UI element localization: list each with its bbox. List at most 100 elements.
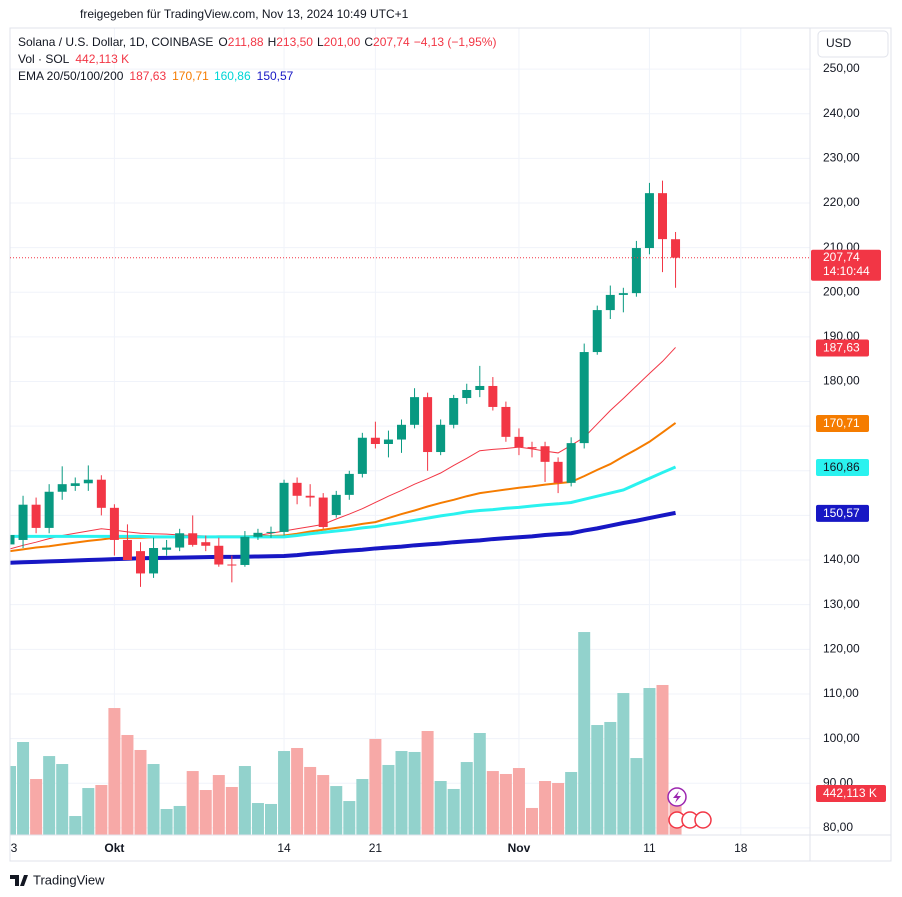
ema-name: EMA 20/50/100/200: [18, 69, 124, 83]
volume-bar: [421, 731, 434, 835]
ema-price-label: 187,63: [823, 341, 860, 355]
candle-body: [618, 293, 628, 295]
candle-body: [566, 443, 576, 483]
ema-price-tag: [816, 414, 869, 432]
candle-body: [527, 447, 537, 449]
candle-body: [240, 536, 250, 565]
flag-icon[interactable]: [694, 811, 712, 829]
volume-bar: [460, 762, 473, 835]
candle-body: [344, 473, 354, 495]
candle-body: [266, 531, 276, 533]
brand: TradingView: [33, 872, 105, 887]
y-tick-label: 130,00: [823, 597, 860, 611]
candle-body: [122, 539, 132, 561]
volume-bar: [643, 688, 656, 835]
candle-body: [410, 397, 420, 425]
candle-body: [44, 491, 54, 528]
volume-legend: Vol · SOL 442,113 K: [18, 52, 129, 66]
header-line: Solana / U.S. Dollar, 1D, COINBASE O211,8…: [18, 35, 496, 49]
ohlc-key: O: [218, 35, 227, 49]
volume-bar: [317, 775, 330, 835]
last-price-tag: [811, 249, 881, 281]
volume-bar: [56, 764, 69, 835]
volume-bar: [225, 786, 238, 835]
candle-body: [253, 532, 263, 537]
volume-bar: [251, 803, 264, 835]
volume-bar: [486, 771, 499, 835]
volume-bar: [108, 708, 121, 835]
volume-bar: [304, 766, 317, 835]
candle-body: [227, 564, 237, 566]
ema-legend: EMA 20/50/100/200 187,63 170,71 160,86 150,5…: [18, 69, 294, 83]
y-tick-label: 230,00: [823, 151, 860, 165]
ema-price-tag: [816, 339, 869, 357]
volume-bar: [630, 758, 643, 835]
x-tick-label: Okt: [104, 841, 124, 855]
y-tick-label: 110,00: [823, 686, 859, 700]
volume-bar: [434, 781, 447, 835]
volume-bar: [10, 766, 16, 835]
countdown: 14:10:44: [823, 264, 870, 278]
candle-body: [96, 479, 106, 508]
volume-bar: [656, 684, 669, 835]
candle-body: [488, 385, 498, 407]
candle-body: [540, 446, 550, 462]
ohlc-value: 213,50: [276, 35, 313, 49]
volume-bar: [552, 783, 565, 835]
logo-mark: [10, 875, 28, 886]
y-tick-label: 240,00: [823, 106, 860, 120]
candle-body: [175, 533, 185, 548]
volume-bar: [526, 807, 538, 835]
candle-body: [436, 424, 446, 453]
ohlc-key: H: [268, 35, 277, 49]
ohlc-key: L: [317, 35, 324, 49]
x-tick-label: 18: [734, 841, 748, 855]
y-tick-label: 120,00: [823, 641, 860, 655]
volume-pane: [10, 632, 682, 835]
volume-bar: [395, 751, 408, 835]
candle-body: [501, 406, 511, 437]
candle-body: [331, 494, 341, 515]
candle-body: [214, 545, 224, 565]
x-tick-label: 14: [277, 841, 291, 855]
volume-bar: [17, 742, 30, 835]
ema-line: [10, 465, 677, 539]
volume-bar: [291, 747, 304, 835]
volume-label: 442,113 K: [823, 786, 877, 800]
ema-line: [10, 510, 676, 565]
volume-bar: [356, 779, 369, 835]
candle-body: [10, 535, 15, 545]
volume-bar: [265, 803, 277, 835]
lightning: [673, 791, 681, 803]
y-tick-label: 80,00: [823, 820, 853, 834]
y-tick-label: 140,00: [823, 552, 860, 566]
volume-bar: [121, 734, 134, 835]
share-note: freigegeben für TradingView.com, Nov 13,…: [80, 7, 409, 21]
volume-bar: [147, 764, 160, 835]
candle-body: [357, 437, 367, 474]
volume-bar: [160, 809, 173, 835]
volume-bar: [512, 768, 525, 835]
x-tick-label: 21: [369, 841, 383, 855]
ema-value: 160,86: [214, 69, 251, 83]
volume-bar: [447, 788, 460, 835]
change: −4,13 (−1,95%): [414, 35, 497, 49]
candle-body: [671, 239, 681, 258]
volume-tag: [816, 785, 886, 803]
last-price-label: 207,74: [823, 250, 860, 264]
volume-bar: [134, 749, 147, 835]
currency-button[interactable]: [817, 30, 889, 58]
volume-bar: [343, 801, 356, 835]
candle-body: [631, 248, 641, 294]
currency[interactable]: USD: [826, 36, 852, 50]
volume-bar: [69, 816, 82, 835]
brand-logo: TradingView: [10, 872, 105, 887]
candle-body: [553, 461, 563, 483]
x-tick-label: Nov: [508, 841, 531, 855]
candle-body: [305, 495, 315, 498]
candle-body: [162, 547, 172, 550]
candle-body: [579, 352, 589, 444]
ema-price-label: 150,57: [823, 506, 860, 520]
